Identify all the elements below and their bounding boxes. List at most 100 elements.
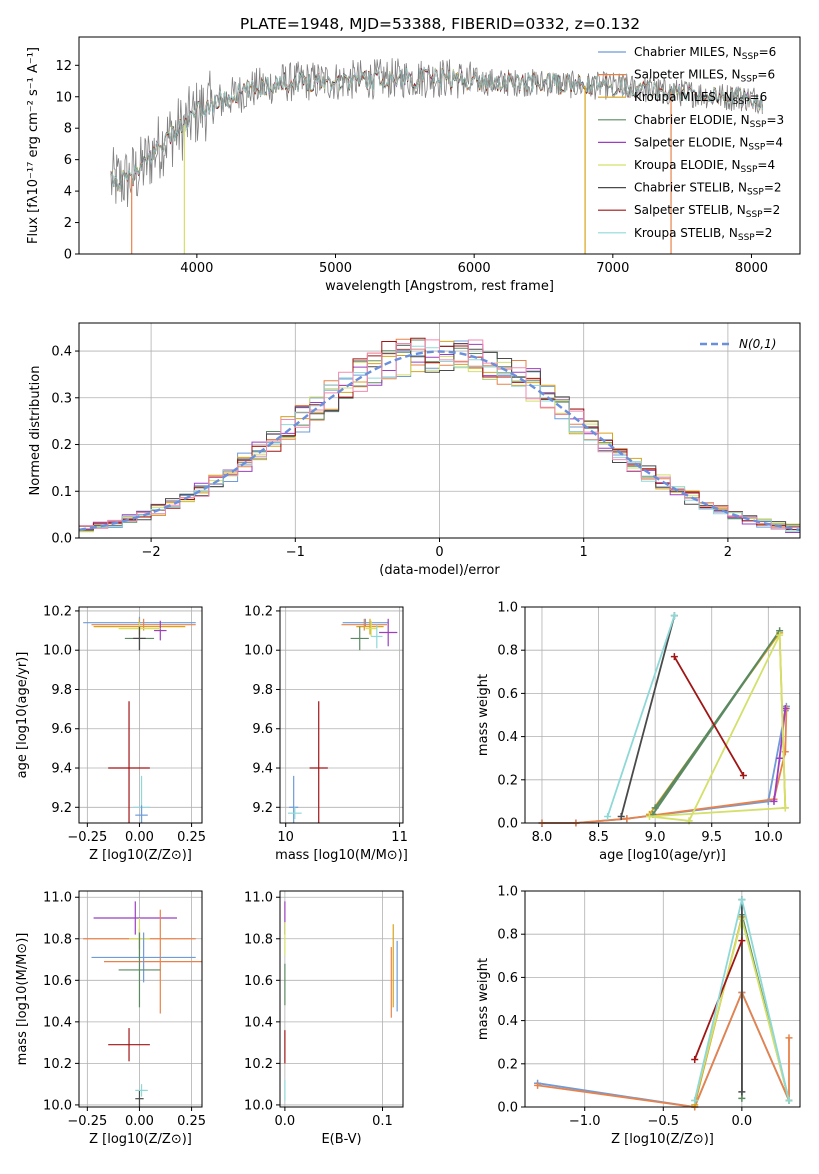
y-axis-label: age [log10(age/yr)] (15, 652, 30, 779)
panel-age_vs_mass: 10 11 9.2 9.4 9.6 9.8 10.0 10.2 mass [log10(M/M⊙… (244, 604, 408, 863)
data-point (135, 1084, 148, 1097)
x-axis-label: Z [log10(Z/Z⊙)] (89, 1132, 192, 1147)
weight-series (673, 656, 745, 776)
y-tick-label: 0.2 (497, 1057, 518, 1072)
data-point (135, 805, 148, 823)
y-axis-label: Normed distribution (28, 366, 43, 496)
x-axis-label: Z [log10(Z/Z⊙)] (89, 848, 192, 863)
x-tick-label: 0.0 (275, 1114, 296, 1129)
weight-lines (534, 896, 793, 1111)
y-tick-label: 9.8 (51, 683, 72, 698)
model-spectrum-chabrier-elodie (110, 66, 764, 191)
panel-weight_vs_age: 8.0 8.5 9.0 9.5 10.0 0.0 0.2 0.4 0.6 0.8 1.0 age [l… (476, 601, 801, 863)
y-tick-label: 10.0 (43, 644, 72, 659)
plus-marker (738, 937, 746, 945)
axes-frame (279, 890, 404, 1108)
plus-marker (738, 1094, 746, 1102)
plus-marker (604, 813, 612, 821)
y-tick-label: 9.2 (51, 801, 72, 816)
panel-age_vs_Z: −0.25 0.00 0.25 9.2 9.4 9.6 9.8 10.0 10.2 Z [log1… (15, 604, 206, 863)
x-tick-label: 0.25 (177, 1114, 206, 1129)
plus-marker (691, 1055, 699, 1063)
weight-series (649, 634, 787, 822)
x-tick-label: 10 (277, 830, 294, 845)
plus-marker (651, 804, 659, 812)
y-tick-label: 4 (64, 185, 72, 200)
weight-series (652, 630, 781, 815)
x-tick-label: 9.0 (645, 830, 666, 845)
legend-entry: Kroupa MILES, NSSP=6 (634, 90, 767, 107)
legend-entry: Chabrier ELODIE, NSSP=3 (634, 113, 784, 130)
y-tick-label: 0.0 (497, 817, 518, 832)
y-tick-label: 0 (64, 248, 72, 263)
data-point (118, 932, 161, 1008)
y-tick-label: 0.1 (51, 485, 72, 500)
y-tick-label: 9.2 (252, 801, 273, 816)
model-spectrum-salpeter-elodie (110, 66, 764, 191)
y-tick-label: 10.0 (244, 1098, 273, 1113)
plus-marker (670, 653, 678, 661)
y-tick-label: 12 (55, 59, 72, 74)
plus-marker (776, 754, 784, 762)
error-bars (287, 618, 398, 823)
x-axis-label: (data-model)/error (379, 563, 500, 578)
data-point (108, 701, 150, 823)
observed-spectrum (110, 58, 763, 208)
y-tick-label: 10 (55, 90, 72, 105)
y-axis-label: Flux [fλ10⁻¹⁷ erg cm⁻² s⁻¹ A⁻¹] (26, 47, 41, 244)
y-tick-label: 0.4 (51, 345, 72, 360)
plus-marker (776, 631, 784, 639)
plus-marker (617, 813, 625, 821)
data-point (342, 618, 389, 627)
x-tick-label: 0.25 (177, 830, 206, 845)
error-bars (83, 616, 196, 823)
x-tick-label: 10.0 (754, 830, 783, 845)
plus-marker (670, 612, 678, 620)
y-tick-label: 8 (64, 122, 72, 137)
axes-frame (78, 36, 801, 255)
data-point (341, 618, 388, 631)
y-tick-label: 0.6 (497, 687, 518, 702)
plus-marker (738, 1088, 746, 1096)
model-spectrum-kroupa-elodie (110, 67, 764, 192)
y-axis-label: mass weight (476, 958, 491, 1040)
y-tick-label: 0.4 (497, 730, 518, 745)
legend-entry: Salpeter STELIB, NSSP=2 (634, 203, 780, 220)
legend-entry: Salpeter ELODIE, NSSP=4 (634, 135, 783, 152)
data-point (379, 618, 398, 647)
legend-entry: Kroupa STELIB, NSSP=2 (634, 226, 772, 243)
y-tick-label: 6 (64, 153, 72, 168)
x-tick-label: 6000 (458, 261, 491, 276)
y-tick-label: 0.2 (497, 773, 518, 788)
y-tick-label: 10.6 (244, 974, 273, 989)
y-tick-label: 2 (64, 216, 72, 231)
model-spectrum-salpeter-miles (110, 67, 764, 192)
y-tick-label: 0.0 (497, 1101, 518, 1116)
x-tick-label: −1.0 (569, 1114, 601, 1129)
data-point (108, 1028, 150, 1062)
data-point (356, 618, 384, 635)
panel-weight_vs_Z: −1.0 −0.5 0.0 0.0 0.2 0.4 0.6 0.8 1.0 Z [log10(Z/… (476, 885, 801, 1147)
legend: Chabrier MILES, NSSP=6 Salpeter MILES, NS… (598, 45, 784, 243)
plus-marker (623, 815, 631, 823)
y-tick-label: 10.0 (244, 644, 273, 659)
data-point (287, 807, 302, 820)
x-tick-label: 8.0 (532, 830, 553, 845)
x-axis-label: age [log10(age/yr)] (599, 848, 726, 863)
weight-series (606, 615, 676, 817)
data-point (350, 626, 369, 651)
y-tick-label: 1.0 (497, 885, 518, 900)
axes-frame (279, 606, 404, 824)
y-axis-label: mass weight (476, 674, 491, 756)
x-axis-label: E(B-V) (321, 1132, 361, 1147)
x-tick-label: 0.00 (125, 830, 154, 845)
x-tick-label: 11 (391, 830, 408, 845)
plus-marker (781, 804, 789, 812)
x-tick-label: 4000 (180, 261, 213, 276)
figure-title: PLATE=1948, MJD=53388, FIBERID=0332, z=0… (240, 15, 640, 33)
x-axis-label: mass [log10(M/M⊙)] (275, 848, 408, 863)
data-point (91, 932, 196, 983)
normal-curve (79, 350, 800, 531)
y-tick-label: 0.4 (497, 1014, 518, 1029)
